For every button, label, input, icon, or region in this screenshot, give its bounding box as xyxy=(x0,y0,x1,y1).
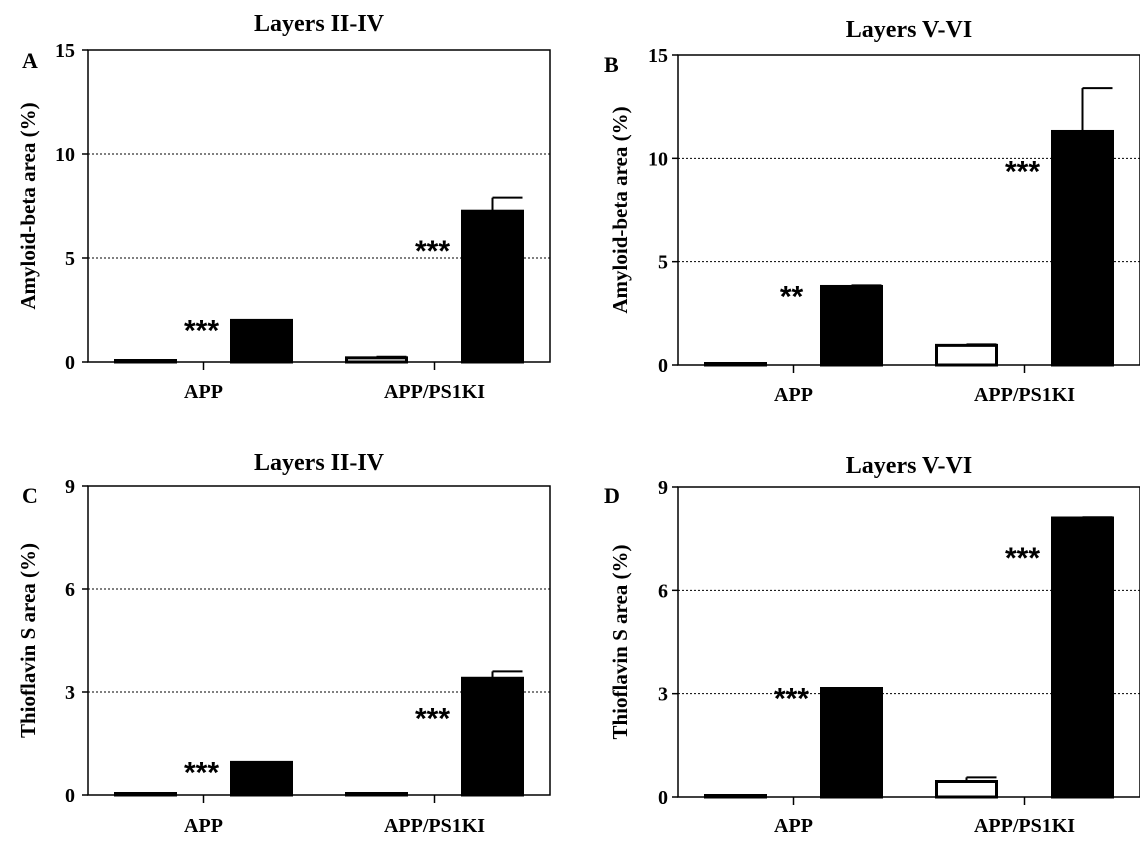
bar-white xyxy=(704,794,767,799)
bar-white xyxy=(704,362,767,367)
bar-black xyxy=(820,284,883,367)
bar-white xyxy=(935,343,998,367)
y-tick-label: 0 xyxy=(658,355,668,377)
x-tick-label: APP xyxy=(774,815,813,837)
y-tick-label: 0 xyxy=(658,787,668,809)
bar-black xyxy=(461,676,524,797)
bar-black xyxy=(461,209,524,364)
bar-white xyxy=(114,359,177,364)
significance-marker: ** xyxy=(780,280,804,313)
y-tick-label: 9 xyxy=(65,476,75,498)
significance-marker: *** xyxy=(415,235,450,268)
plot-frame xyxy=(677,486,1140,798)
bar-black xyxy=(1051,129,1114,367)
significance-marker: *** xyxy=(1005,155,1040,188)
y-tick-label: 10 xyxy=(55,144,75,166)
panel-letter: B xyxy=(604,52,619,77)
bar-white xyxy=(935,780,998,799)
chart-panel-d: Layers V-VI D Thioflavin S area (%) 0 3 6 9 APP… xyxy=(604,453,1140,837)
significance-marker: *** xyxy=(184,314,219,347)
significance-marker: *** xyxy=(1005,542,1040,575)
y-tick-label: 15 xyxy=(648,45,668,67)
chart-panel-b: Layers V-VI B Amyloid-beta area (%) 0 5 10 15 A… xyxy=(604,17,1140,406)
plot-frame xyxy=(87,49,551,363)
bar-white xyxy=(345,792,408,797)
y-tick-label: 6 xyxy=(658,580,668,602)
chart-panel-c: Layers II-IV C Thioflavin S area (%) 0 3 6 9 AP… xyxy=(16,450,551,837)
y-tick-label: 9 xyxy=(658,477,668,499)
chart-title: Layers II-IV xyxy=(254,450,385,476)
significance-marker: *** xyxy=(774,683,809,716)
bar-white xyxy=(345,356,408,364)
y-axis-label: Thioflavin S area (%) xyxy=(608,544,632,739)
bar-black xyxy=(1051,516,1114,799)
y-tick-label: 3 xyxy=(65,682,75,704)
significance-marker: *** xyxy=(184,756,219,789)
y-tick-label: 0 xyxy=(65,785,75,807)
y-tick-label: 6 xyxy=(65,579,75,601)
y-tick-label: 3 xyxy=(658,684,668,706)
y-tick-label: 0 xyxy=(65,352,75,374)
bar-black xyxy=(230,318,293,364)
x-tick-label: APP/PS1KI xyxy=(384,815,485,837)
bar-black xyxy=(820,687,883,799)
y-tick-label: 15 xyxy=(55,40,75,62)
chart-title: Layers II-IV xyxy=(254,11,385,37)
plot-frame xyxy=(87,485,551,796)
y-tick-label: 5 xyxy=(65,248,75,270)
y-tick-label: 5 xyxy=(658,252,668,274)
x-tick-label: APP/PS1KI xyxy=(974,384,1075,406)
chart-title: Layers V-VI xyxy=(846,17,972,43)
bar-white xyxy=(114,792,177,797)
bar-black xyxy=(230,760,293,797)
x-tick-label: APP xyxy=(774,384,813,406)
chart-title: Layers V-VI xyxy=(846,453,972,479)
y-axis-label: Amyloid-beta area (%) xyxy=(608,106,632,313)
panel-letter: D xyxy=(604,483,620,508)
x-tick-label: APP xyxy=(184,815,223,837)
y-axis-label: Amyloid-beta area (%) xyxy=(16,102,40,309)
panel-letter: C xyxy=(22,483,38,508)
x-tick-label: APP/PS1KI xyxy=(384,381,485,403)
chart-panel-a: Layers II-IV A Amyloid-beta area (%) 0 5 10 15… xyxy=(16,11,551,403)
significance-marker: *** xyxy=(415,702,450,735)
y-tick-label: 10 xyxy=(648,148,668,170)
x-tick-label: APP/PS1KI xyxy=(974,815,1075,837)
x-tick-label: APP xyxy=(184,381,223,403)
panel-letter: A xyxy=(22,48,38,73)
plot-frame xyxy=(677,54,1140,366)
y-axis-label: Thioflavin S area (%) xyxy=(16,543,40,738)
